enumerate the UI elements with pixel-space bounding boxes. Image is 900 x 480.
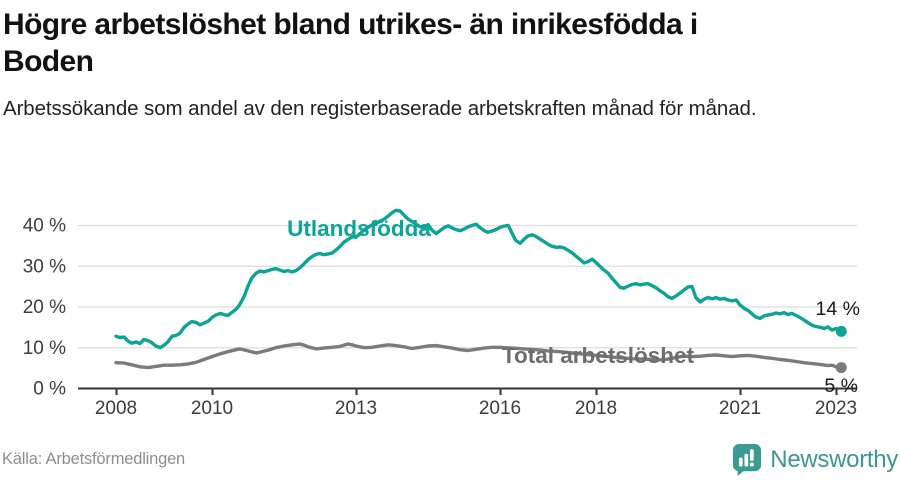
end-value-total: 5 % xyxy=(824,375,858,397)
y-tick-label: 30 % xyxy=(23,256,66,277)
series-line-utlandsfodda xyxy=(114,208,843,350)
footer: Källa: Arbetsförmedlingen Newsworthy xyxy=(0,443,900,476)
x-tick-label: 2010 xyxy=(191,398,233,419)
infographic-page: Högre arbetslöshet bland utrikes- än inr… xyxy=(0,6,900,476)
y-tick-label: 20 % xyxy=(23,297,66,318)
y-tick-label: 0 % xyxy=(33,379,66,400)
chart-title: Högre arbetslöshet bland utrikes- än inr… xyxy=(3,8,698,78)
series-end-dot-total xyxy=(835,362,847,374)
newsworthy-logo: Newsworthy xyxy=(732,443,898,476)
x-tick-label: 2016 xyxy=(479,398,521,419)
end-value-utlandsfodda: 14 % xyxy=(816,298,860,320)
x-tick-label: 2021 xyxy=(719,398,761,419)
x-tick-label: 2018 xyxy=(575,398,617,419)
bar-chart-speech-bubble-icon xyxy=(733,444,762,476)
source-note: Källa: Arbetsförmedlingen xyxy=(2,450,186,468)
brand-name: Newsworthy xyxy=(770,445,898,473)
series-line-total xyxy=(114,342,843,370)
series-label-utlandsfodda: Utlandsfödda xyxy=(287,216,431,241)
x-tick-label: 2008 xyxy=(95,398,137,419)
y-tick-label: 10 % xyxy=(23,338,66,359)
series-end-dot-utlandsfodda xyxy=(835,325,847,337)
y-tick-label: 40 % xyxy=(23,216,66,237)
chart-subtitle: Arbetssökande som andel av den registerb… xyxy=(3,97,757,120)
x-tick-label: 2013 xyxy=(335,398,377,419)
x-tick-label: 2023 xyxy=(815,398,857,419)
series-label-total: Total arbetslöshet xyxy=(502,343,695,368)
